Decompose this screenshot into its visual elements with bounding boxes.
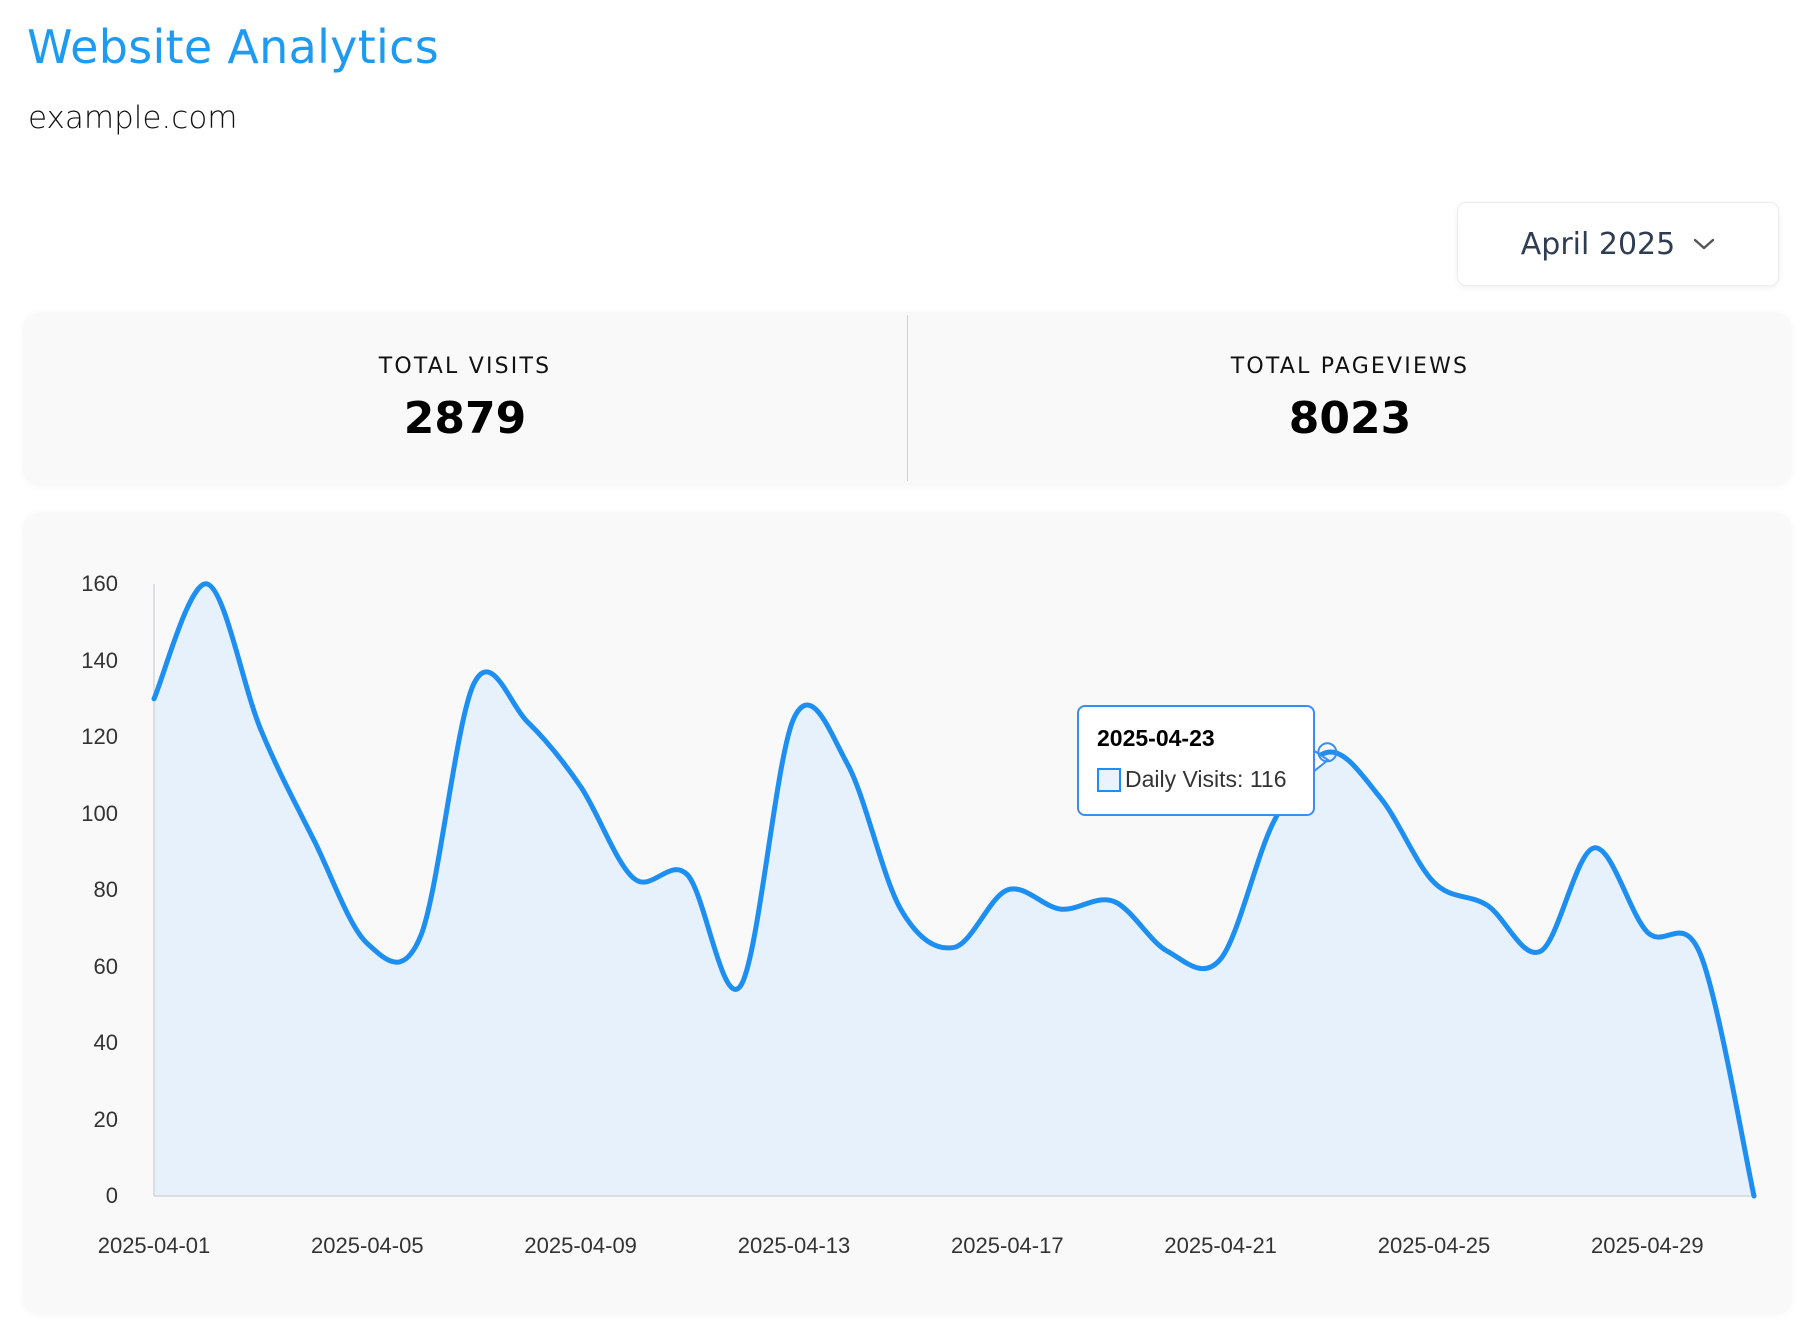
y-tick-label: 40 [93, 1030, 118, 1055]
month-select-dropdown[interactable]: April 2025 [1457, 202, 1779, 286]
stat-total-pageviews: TOTAL PAGEVIEWS 8023 [908, 312, 1792, 486]
y-tick-label: 60 [93, 953, 118, 979]
page-title: Website Analytics [27, 20, 439, 74]
stat-label: TOTAL VISITS [378, 354, 552, 379]
x-tick-label: 2025-04-25 [1377, 1233, 1491, 1258]
y-tick-label: 20 [93, 1106, 118, 1132]
x-tick-label: 2025-04-29 [1591, 1233, 1704, 1258]
hover-point-marker [1317, 742, 1338, 763]
month-select-value: April 2025 [1520, 226, 1676, 262]
x-tick-label: 2025-04-17 [951, 1233, 1064, 1258]
tooltip-date: 2025-04-23 [1097, 725, 1215, 751]
tooltip-row: Daily Visits: 116 [1097, 766, 1313, 793]
chevron-down-icon [1694, 238, 1715, 250]
y-tick-label: 160 [81, 571, 118, 596]
stats-summary-card: TOTAL VISITS 2879 TOTAL PAGEVIEWS 8023 [23, 312, 1792, 486]
y-tick-label: 140 [81, 647, 118, 673]
visits-line [151, 581, 1757, 1199]
stats-divider [907, 315, 908, 481]
stat-total-visits: TOTAL VISITS 2879 [23, 312, 907, 486]
x-tick-label: 2025-04-01 [97, 1233, 211, 1258]
y-tick-label: 100 [81, 800, 118, 826]
stat-value: 2879 [403, 393, 527, 444]
tooltip-value: Daily Visits: 116 [1125, 766, 1287, 792]
stat-label: TOTAL PAGEVIEWS [1230, 354, 1470, 379]
y-tick-label: 120 [81, 724, 118, 749]
stat-value: 8023 [1288, 393, 1412, 444]
site-domain: example.com [28, 100, 238, 136]
y-tick-label: 0 [105, 1183, 118, 1208]
y-tick-label: 80 [93, 877, 118, 902]
visits-area-fill [154, 583, 1754, 1196]
x-tick-label: 2025-04-09 [524, 1233, 637, 1258]
series-color-swatch [1097, 767, 1121, 792]
chart-tooltip: 2025-04-23 Daily Visits: 116 [1077, 705, 1315, 816]
x-tick-label: 2025-04-13 [737, 1233, 851, 1258]
x-tick-label: 2025-04-05 [311, 1233, 424, 1258]
x-tick-label: 2025-04-21 [1164, 1233, 1277, 1258]
